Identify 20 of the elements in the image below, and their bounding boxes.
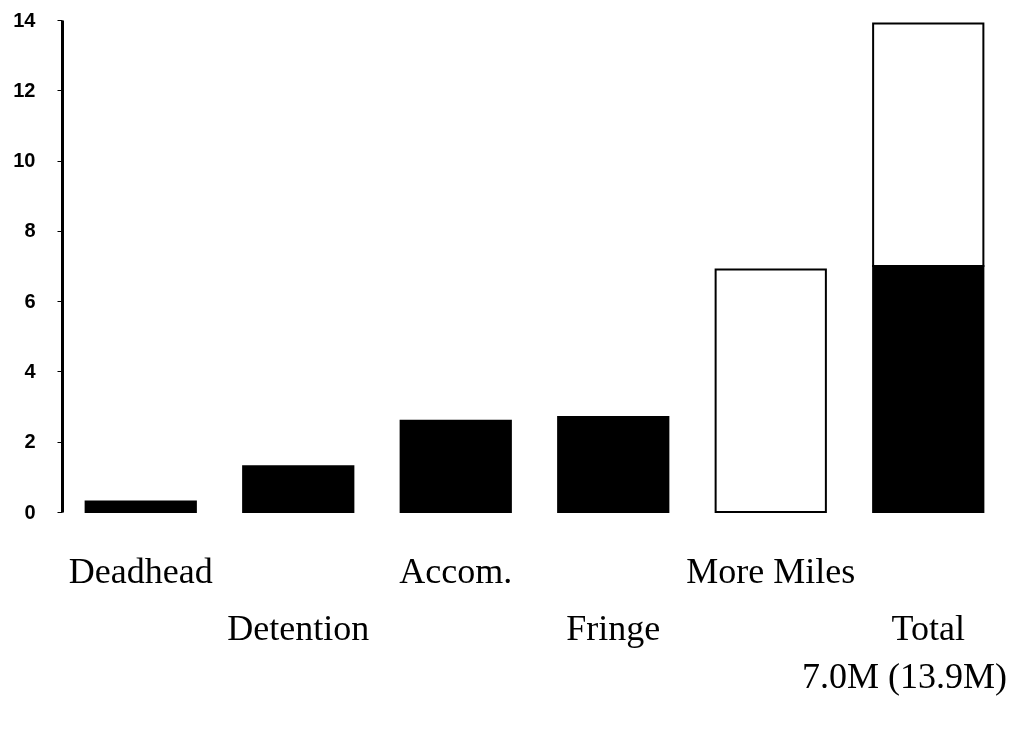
- text: 7.0M (13.9M): [802, 656, 1007, 696]
- bar: [84, 500, 197, 513]
- x-tick-label: Deadhead: [68, 550, 213, 591]
- y-tick-label: 12: [13, 78, 36, 101]
- y-tick-label: 10: [13, 149, 36, 172]
- y-tick-label: 14: [13, 8, 37, 31]
- x-tick-label: Detention: [227, 607, 370, 648]
- x-tick-label: Total: [891, 607, 965, 648]
- bar: [242, 465, 355, 513]
- x-tick-label: Fringe: [566, 607, 661, 648]
- bar: [557, 416, 670, 513]
- y-tick-label: 4: [24, 359, 37, 382]
- bar: [714, 268, 827, 513]
- y-tick-label: 6: [24, 289, 36, 312]
- y-tick-label: 2: [24, 430, 36, 453]
- x-tick-label: Accom.: [399, 550, 513, 591]
- y-tick-label: 8: [24, 219, 36, 242]
- y-tick-label: 0: [24, 500, 36, 523]
- x-tick-label: More Miles: [686, 550, 856, 591]
- bar: [399, 419, 512, 513]
